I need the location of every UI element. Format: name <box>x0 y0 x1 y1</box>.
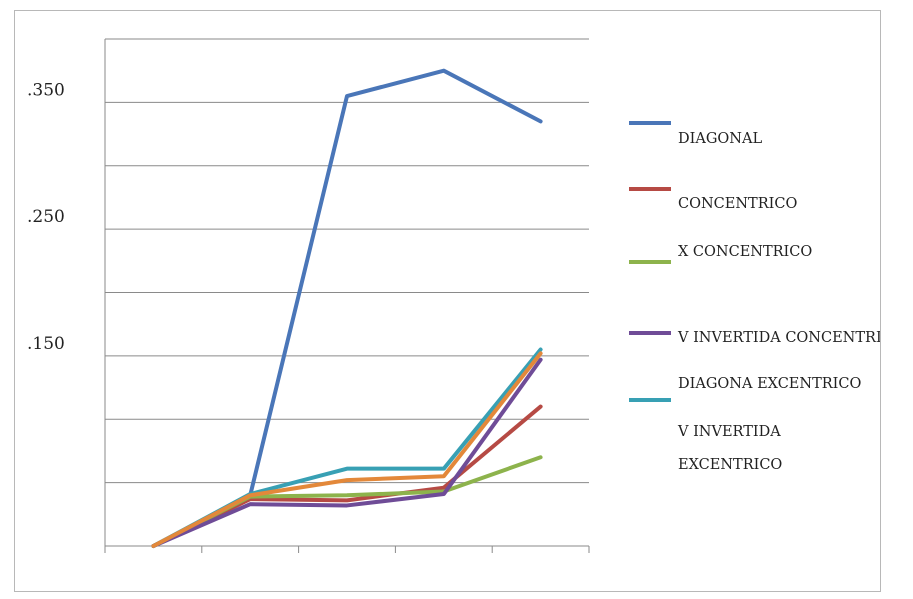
series-layer <box>151 68 543 548</box>
legend-label: V INVERTIDA CONCENTRICO <box>677 330 880 346</box>
legend: DIAGONAL CONCENTRICO X CONCENTRICO V INVERT… <box>629 121 880 473</box>
line-chart: .350 .250 .150 DIAGONAL CONCENTRICO X CONCEN… <box>27 38 880 553</box>
series-line <box>151 351 543 548</box>
legend-label: CONCENTRICO <box>678 196 797 212</box>
series-line <box>151 357 543 548</box>
legend-label: EXCENTRICO <box>678 457 782 473</box>
y-tick-label: .250 <box>27 207 65 227</box>
legend-label: DIAGONA EXCENTRICO <box>678 376 861 392</box>
chart-frame: .350 .250 .150 DIAGONAL CONCENTRICO X CONCEN… <box>14 10 881 592</box>
grid-layer <box>105 38 589 484</box>
legend-label: V INVERTIDA <box>677 424 781 440</box>
y-tick-label: .350 <box>27 80 65 100</box>
legend-label: DIAGONAL <box>678 131 762 147</box>
series-line <box>151 68 543 548</box>
axis-layer: .350 .250 .150 <box>27 39 590 553</box>
y-tick-label: .150 <box>27 334 65 354</box>
legend-label: X CONCENTRICO <box>678 244 812 260</box>
